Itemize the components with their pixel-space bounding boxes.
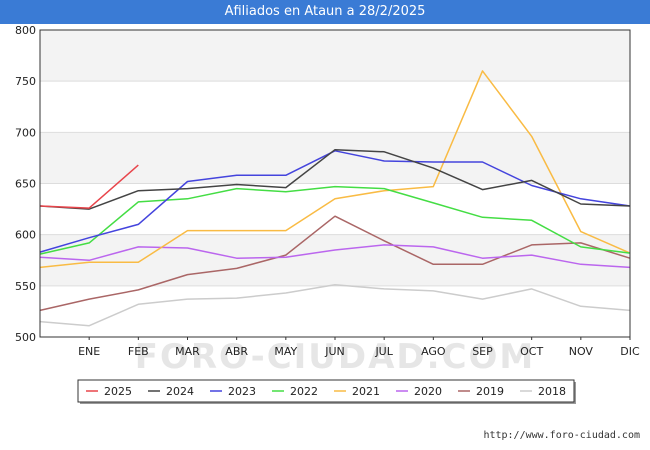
legend-label-2018: 2018 [538, 385, 566, 398]
y-tick-label: 500 [15, 331, 36, 344]
source-url: http://www.foro-ciudad.com [483, 430, 640, 441]
x-tick-label: MAY [274, 345, 297, 358]
title-bar [0, 0, 650, 24]
x-tick-label: JUL [374, 345, 393, 358]
chart-title: Afiliados en Ataun a 28/2/2025 [224, 4, 426, 19]
legend-label-2024: 2024 [166, 385, 194, 398]
series-line-2021 [39, 70, 631, 269]
legend-label-2019: 2019 [476, 385, 504, 398]
legend: 2025 2024 2023 2022 2021 2020 2019 2018 [77, 379, 576, 404]
legend-label-2025: 2025 [104, 385, 132, 398]
x-axis-ticks: ENE FEB MAR ABR MAY JUN JUL AGO SEP OCT NOV DIC [78, 337, 640, 358]
legend-label-2021: 2021 [352, 385, 380, 398]
y-axis-ticks: 500 550 600 650 700 750 800 [15, 24, 36, 344]
series-line-2024 [39, 148, 631, 210]
series-line-2023 [39, 150, 631, 253]
grid-band [40, 234, 630, 286]
y-tick-label: 800 [15, 24, 36, 37]
series-line-2022 [39, 185, 631, 255]
y-tick-label: 700 [15, 126, 36, 139]
watermark: FORO-CIUDAD.COM [135, 337, 536, 377]
x-tick-label: MAR [175, 345, 200, 358]
legend-label-2022: 2022 [290, 385, 318, 398]
x-tick-label: AGO [421, 345, 446, 358]
x-tick-label: OCT [520, 345, 543, 358]
x-tick-label: NOV [569, 345, 594, 358]
x-tick-label: SEP [472, 345, 493, 358]
legend-box [77, 379, 575, 403]
grid-band [40, 30, 630, 82]
series-lines [39, 70, 631, 327]
y-tick-label: 650 [15, 178, 36, 191]
series-line-2020 [39, 244, 631, 269]
x-tick-label: FEB [128, 345, 149, 358]
grid-band [40, 132, 630, 184]
legend-label-2020: 2020 [414, 385, 442, 398]
x-tick-label: JUN [324, 345, 345, 358]
y-tick-label: 550 [15, 280, 36, 293]
x-tick-label: ABR [225, 345, 248, 358]
series-line-2025 [39, 164, 139, 209]
legend-label-2023: 2023 [228, 385, 256, 398]
series-line-2019 [39, 215, 631, 312]
x-tick-label: DIC [620, 345, 640, 358]
x-tick-label: ENE [78, 345, 100, 358]
series-line-2018 [39, 284, 631, 327]
y-tick-label: 750 [15, 75, 36, 88]
y-tick-label: 600 [15, 229, 36, 242]
